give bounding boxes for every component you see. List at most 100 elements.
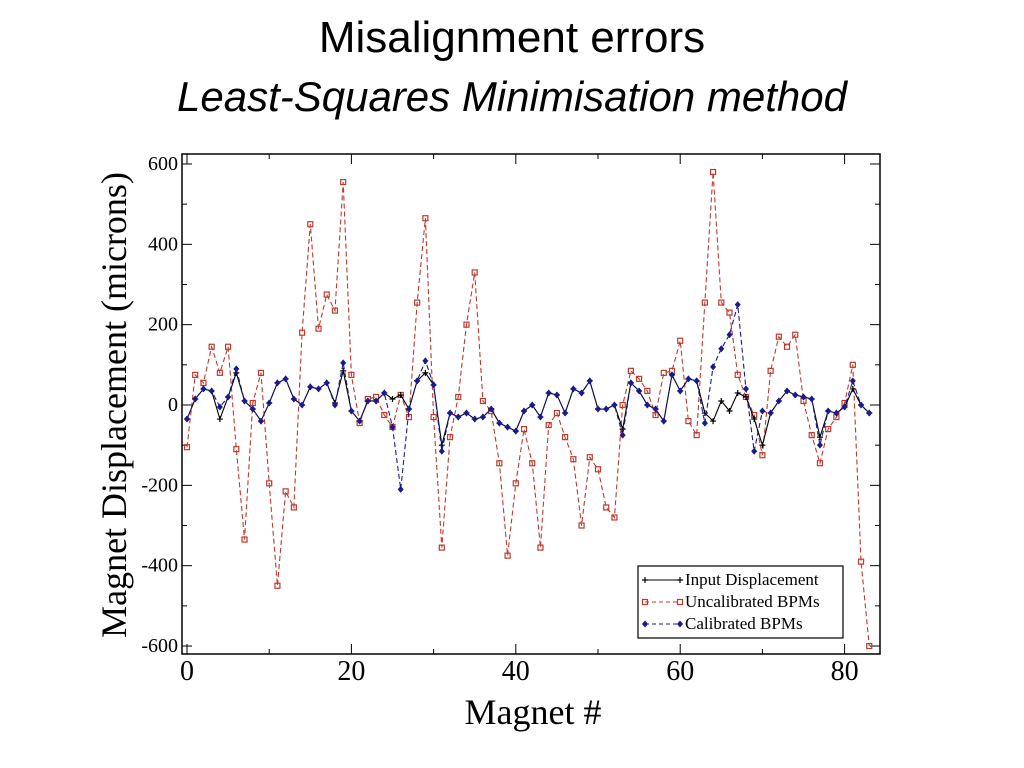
data-point [816, 441, 823, 449]
x-tick-label: 40 [502, 656, 530, 687]
legend-label: Uncalibrated BPMs [685, 592, 820, 611]
data-point [718, 299, 725, 306]
data-point [726, 408, 733, 415]
data-point [340, 367, 347, 374]
data-point [611, 401, 618, 409]
x-tick-label: 20 [337, 656, 365, 687]
data-point [397, 391, 404, 398]
data-point [759, 407, 766, 415]
data-point [340, 359, 347, 367]
data-point [200, 379, 207, 387]
data-point [800, 393, 807, 401]
data-point [446, 434, 454, 441]
data-point [323, 379, 330, 387]
y-tick-label: 0 [168, 394, 178, 416]
legend-box [637, 565, 844, 639]
data-point [323, 291, 330, 298]
data-point [290, 504, 297, 511]
series-line [186, 304, 870, 490]
data-point [479, 397, 487, 405]
data-point [734, 371, 741, 378]
data-point [183, 444, 191, 451]
data-point [742, 393, 749, 400]
data-point [397, 485, 404, 493]
legend: Input Displacement Uncalibrated BPMs Calib… [637, 565, 844, 639]
data-point [742, 385, 749, 393]
data-point [463, 409, 470, 417]
data-point [545, 421, 552, 429]
y-tick-label: 200 [148, 314, 178, 336]
data-point [430, 381, 437, 389]
data-point [331, 307, 339, 314]
data-point [405, 405, 412, 413]
data-point [389, 395, 396, 402]
data-point [858, 401, 865, 409]
data-point [578, 389, 585, 397]
data-point [307, 221, 314, 228]
series-calibrated-bpms [184, 301, 873, 493]
data-point [529, 401, 536, 409]
data-point [784, 387, 791, 395]
data-point [315, 325, 322, 332]
data-point [677, 337, 684, 344]
data-point [192, 395, 199, 403]
data-point [331, 401, 338, 409]
data-point [841, 403, 848, 411]
plot-frame [181, 153, 881, 655]
data-point [455, 393, 462, 401]
data-point [644, 387, 651, 395]
data-point [553, 409, 561, 417]
data-point [767, 367, 774, 374]
data-point [496, 419, 503, 427]
y-tick-label: 600 [148, 153, 178, 175]
data-point [192, 371, 199, 378]
data-point [504, 423, 511, 431]
data-point [414, 299, 421, 306]
data-point [282, 488, 289, 495]
legend-marker [677, 620, 683, 628]
data-point [381, 411, 388, 419]
data-point [447, 409, 454, 417]
data-point [636, 387, 643, 395]
y-tick-label: -200 [141, 474, 178, 496]
data-point [603, 504, 610, 511]
data-point [710, 363, 717, 371]
data-point [849, 361, 856, 368]
series-lines [183, 168, 873, 650]
data-point [726, 309, 733, 316]
data-point [849, 385, 856, 392]
data-point [759, 442, 766, 449]
data-point [866, 409, 873, 417]
y-tick-label: -400 [141, 555, 178, 577]
data-point [627, 379, 634, 387]
data-point [545, 389, 552, 397]
data-point [816, 460, 824, 467]
data-point [857, 558, 865, 565]
data-point [586, 454, 593, 461]
data-point [414, 377, 421, 385]
data-point [619, 401, 626, 409]
data-point [274, 379, 281, 387]
data-point [529, 460, 536, 467]
data-point [668, 371, 675, 379]
data-point [660, 369, 667, 376]
slide-title: Misalignment errors [318, 13, 706, 62]
data-point [775, 333, 782, 340]
data-point [504, 552, 511, 559]
data-point [644, 401, 651, 409]
data-point [751, 416, 758, 423]
data-point [298, 329, 306, 336]
data-point [348, 371, 355, 378]
legend-marker [676, 598, 684, 606]
legend-label: Calibrated BPMs [685, 614, 803, 633]
data-point [512, 427, 519, 435]
data-point [652, 411, 659, 419]
data-point [208, 343, 215, 350]
data-point [381, 389, 388, 397]
data-point [200, 385, 207, 393]
data-point [562, 434, 569, 441]
data-point [438, 447, 445, 455]
data-point [537, 544, 544, 551]
data-point [216, 403, 223, 411]
data-point [512, 480, 519, 487]
